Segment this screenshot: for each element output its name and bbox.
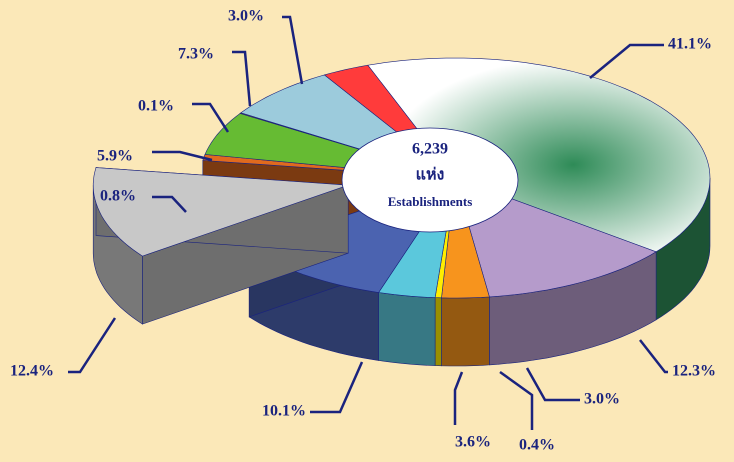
leader-line [192, 102, 230, 133]
leader-line [152, 150, 213, 162]
data-label: 0.1% [138, 98, 174, 115]
leader-line [310, 361, 364, 414]
slice [454, 177, 657, 298]
data-label: 10.1% [262, 403, 306, 420]
leader-line [282, 15, 304, 85]
data-label: 3.6% [455, 434, 491, 451]
data-label: 0.4% [519, 437, 555, 454]
leader-line [525, 367, 580, 402]
leader-line [68, 317, 117, 374]
center-text: 6,239 [412, 141, 448, 158]
leader-line [639, 339, 668, 374]
slice-side [434, 297, 442, 367]
data-label: 41.1% [668, 36, 712, 53]
slice-side [378, 292, 436, 366]
data-label: 3.0% [228, 8, 264, 25]
data-label: 5.9% [97, 148, 133, 165]
center-hole [341, 127, 519, 233]
slice [92, 167, 349, 257]
leader-line [453, 371, 464, 425]
data-label: 0.8% [100, 188, 136, 205]
leader-line [232, 50, 252, 107]
leader-line [499, 370, 534, 430]
leader-line [589, 43, 664, 79]
data-label: 12.3% [672, 363, 716, 380]
center-text: Establishments [388, 194, 473, 209]
center-text: แห่ง [416, 167, 445, 184]
data-label: 3.0% [584, 391, 620, 408]
data-label: 12.4% [10, 363, 54, 380]
slice [367, 57, 711, 253]
leader-line [152, 195, 187, 213]
slice-side [441, 296, 490, 367]
data-label: 7.3% [178, 46, 214, 63]
